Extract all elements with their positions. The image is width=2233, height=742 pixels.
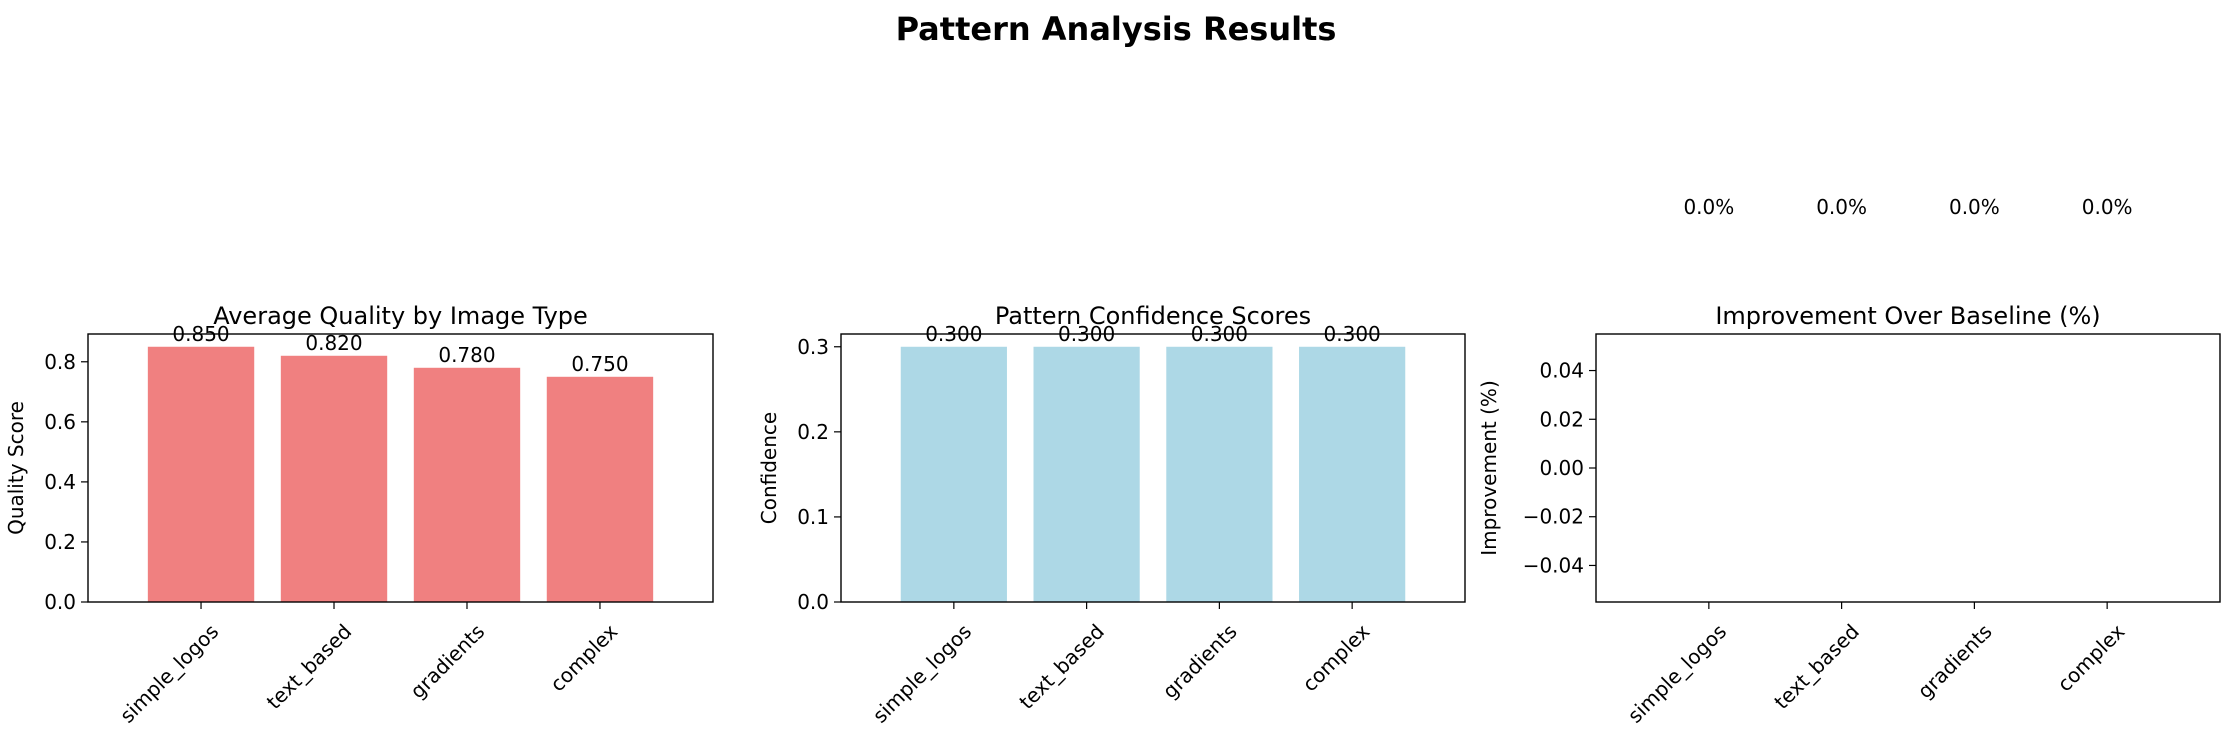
y-tick-label: 0.8 bbox=[44, 350, 76, 374]
y-tick-label: 0.3 bbox=[797, 335, 829, 359]
bar-simple_logos bbox=[147, 346, 255, 602]
y-tick-label: 0.00 bbox=[1539, 456, 1584, 480]
x-tick-label: simple_logos bbox=[868, 619, 976, 727]
y-tick-label: 0.04 bbox=[1539, 359, 1584, 383]
bar-complex bbox=[1299, 346, 1406, 602]
chart-panel-2: 0.300simple_logos0.300text_based0.300gra… bbox=[757, 302, 1466, 728]
plot-frame bbox=[1595, 333, 2221, 603]
y-axis-label: Quality Score bbox=[4, 401, 28, 535]
bar-complex bbox=[546, 376, 654, 602]
y-tick-label: 0.2 bbox=[797, 420, 829, 444]
y-tick-label: 0.4 bbox=[44, 470, 76, 494]
data-label: 0.780 bbox=[438, 343, 495, 367]
x-tick-label: gradients bbox=[1913, 619, 1997, 703]
x-tick-label: text_based bbox=[1769, 619, 1864, 714]
x-tick-label: simple_logos bbox=[1623, 619, 1731, 727]
x-tick-label: text_based bbox=[262, 619, 357, 714]
x-tick-label: simple_logos bbox=[115, 619, 223, 727]
y-tick-label: 0.1 bbox=[797, 505, 829, 529]
data-label: 0.0% bbox=[1683, 195, 1734, 219]
bar-gradients bbox=[1166, 346, 1273, 602]
x-tick-label: complex bbox=[545, 619, 622, 696]
y-tick-label: 0.2 bbox=[44, 530, 76, 554]
y-tick-label: −0.02 bbox=[1523, 505, 1584, 529]
bar-text_based bbox=[1033, 346, 1140, 602]
y-tick-label: 0.0 bbox=[797, 590, 829, 614]
x-tick-label: text_based bbox=[1014, 619, 1109, 714]
bar-gradients bbox=[413, 367, 521, 602]
data-label: 0.0% bbox=[1816, 195, 1867, 219]
y-tick-label: −0.04 bbox=[1523, 553, 1584, 577]
data-label: 0.0% bbox=[2082, 195, 2133, 219]
x-tick-label: complex bbox=[1298, 619, 1375, 696]
figure-title: Pattern Analysis Results bbox=[896, 10, 1337, 48]
x-tick-label: gradients bbox=[1158, 619, 1242, 703]
plot-frame bbox=[840, 333, 1466, 603]
plot-frame bbox=[87, 333, 714, 603]
bar-simple_logos bbox=[900, 346, 1007, 602]
chart-title: Pattern Confidence Scores bbox=[995, 302, 1311, 330]
y-axis-label: Confidence bbox=[757, 412, 781, 524]
data-label: 0.0% bbox=[1949, 195, 2000, 219]
data-label: 0.750 bbox=[571, 352, 628, 376]
chart-panel-1: 0.850simple_logos0.820text_based0.780gra… bbox=[4, 302, 714, 728]
bar-text_based bbox=[280, 355, 388, 602]
chart-title: Improvement Over Baseline (%) bbox=[1715, 302, 2100, 330]
chart-panel-3: 0.0% simple_logos 0.0% text_based 0.0% gradie… bbox=[1477, 195, 2221, 728]
data-label: 0.820 bbox=[305, 331, 362, 355]
y-axis-label: Improvement (%) bbox=[1477, 380, 1501, 556]
x-tick-label: gradients bbox=[405, 619, 489, 703]
x-tick-label: complex bbox=[2053, 619, 2130, 696]
y-tick-label: 0.02 bbox=[1539, 407, 1584, 431]
y-tick-label: 0.6 bbox=[44, 410, 76, 434]
chart-title: Average Quality by Image Type bbox=[213, 302, 588, 330]
y-tick-label: 0.0 bbox=[44, 590, 76, 614]
